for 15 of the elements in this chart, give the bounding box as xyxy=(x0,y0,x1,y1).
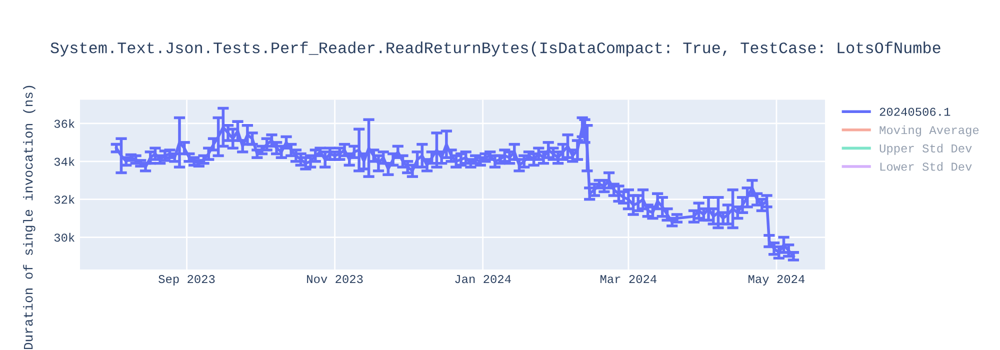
x-tick-label: Sep 2023 xyxy=(158,275,215,286)
x-tick-label: Jan 2024 xyxy=(455,275,511,284)
y-tick-label: 36k xyxy=(54,119,75,128)
y-tick-label: 30k xyxy=(54,232,75,242)
chart-title: System.Text.Json.Tests.Perf_Reader.ReadReturnBytes(IsDataCompact: True, TestCase: LotsOfNumbe xyxy=(50,42,940,56)
legend-label: 20240506.1 xyxy=(880,108,950,116)
y-axis-title: Duration of single invocation (ns) xyxy=(23,86,36,350)
legend-label: Upper Std Dev xyxy=(880,144,972,155)
x-tick-label: May 2024 xyxy=(748,275,805,286)
legend-label: Lower Std Dev xyxy=(880,162,972,171)
legend-label: Moving Average xyxy=(880,125,979,137)
y-tick-label: 32k xyxy=(54,194,75,204)
y-tick-label: 34k xyxy=(54,157,75,166)
x-tick-label: Mar 2024 xyxy=(600,275,656,284)
x-tick-label: Nov 2023 xyxy=(307,275,363,284)
